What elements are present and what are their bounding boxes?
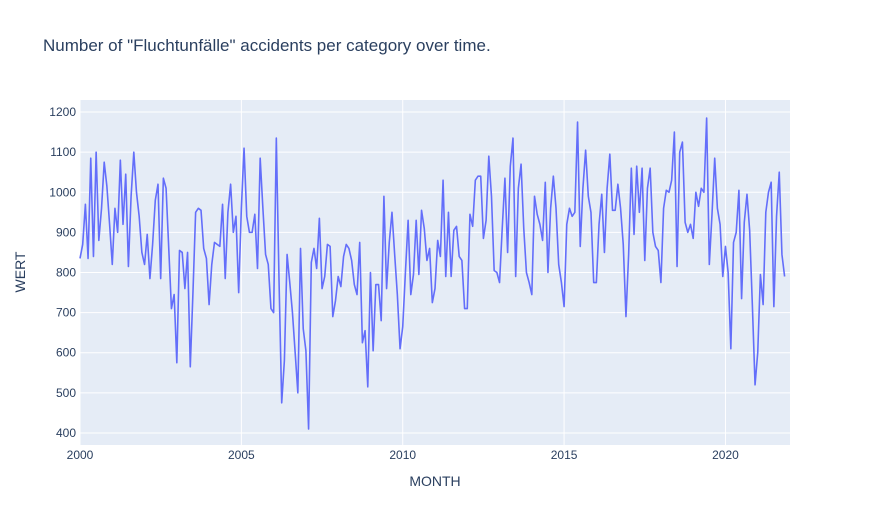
- tick-labels: 400 500 600 700 800 900 1000 1100 1200 2000 2005 20…: [49, 105, 739, 462]
- y-tick-label: 800: [56, 266, 76, 280]
- x-tick-label: 2010: [389, 448, 416, 462]
- x-axis-title: MONTH: [409, 473, 460, 489]
- x-tick-label: 2020: [712, 448, 739, 462]
- y-tick-label: 600: [56, 346, 76, 360]
- y-tick-label: 700: [56, 306, 76, 320]
- x-tick-label: 2015: [551, 448, 578, 462]
- chart-title: Number of "Fluchtunfälle" accidents per …: [43, 36, 491, 55]
- x-tick-label: 2000: [67, 448, 94, 462]
- y-tick-label: 1000: [49, 185, 76, 199]
- y-tick-label: 400: [56, 426, 76, 440]
- y-tick-label: 1200: [49, 105, 76, 119]
- series-line: [79, 117, 786, 430]
- y-tick-label: 1100: [50, 145, 76, 159]
- y-tick-label: 500: [56, 386, 76, 400]
- gridlines: [79, 100, 790, 445]
- y-axis-title: WERT: [12, 251, 28, 292]
- series-layer: [79, 117, 786, 430]
- x-tick-label: 2005: [228, 448, 255, 462]
- y-tick-label: 900: [56, 225, 76, 239]
